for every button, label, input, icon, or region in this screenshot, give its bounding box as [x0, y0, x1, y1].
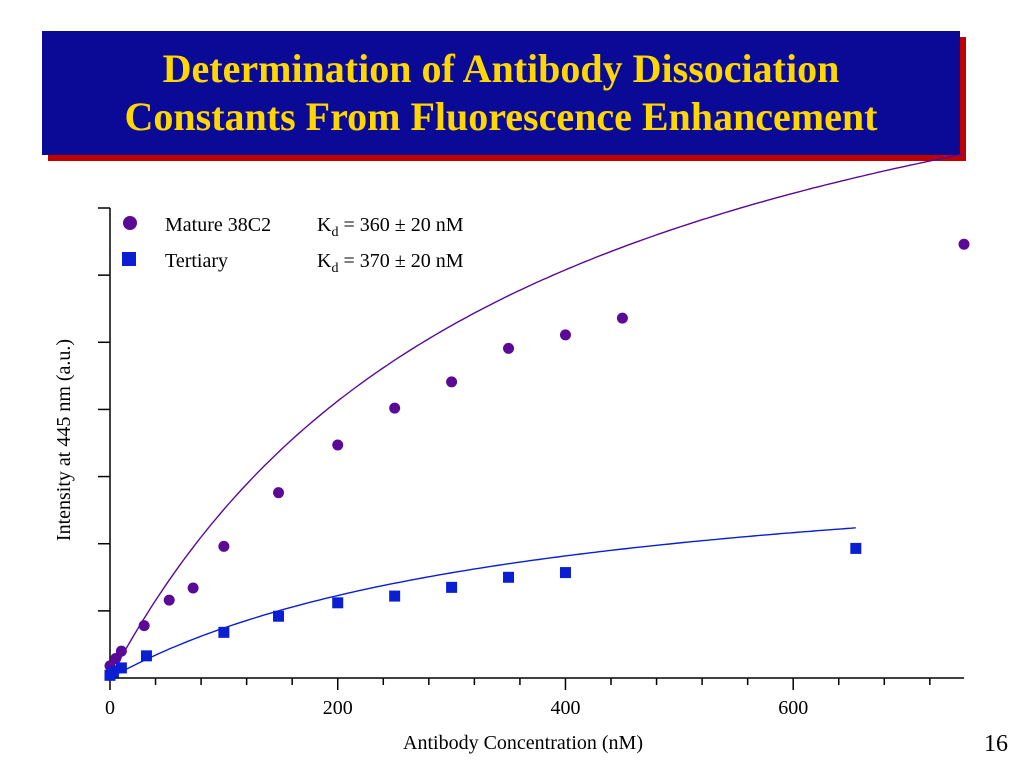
- data-points: [104, 238, 970, 681]
- title-line-1: Determination of Antibody Dissociation: [162, 46, 840, 91]
- legend-marker-2: [122, 252, 136, 266]
- title-banner: Determination of Antibody Dissociation C…: [42, 31, 960, 155]
- data-point-1: [138, 620, 150, 632]
- x-tick-label: 400: [550, 697, 580, 719]
- fit-curve-2: [109, 527, 856, 679]
- data-point-1: [332, 439, 344, 451]
- y-axis-label: Intensity at 445 nm (a.u.): [53, 339, 75, 541]
- x-tick-label: 0: [105, 697, 115, 719]
- x-axis-label: Antibody Concentration (nM): [403, 732, 643, 754]
- title-line-2: Constants From Fluorescence Enhancement: [124, 94, 878, 139]
- fit-curve-1: [109, 153, 965, 679]
- data-point-2: [140, 650, 152, 662]
- page-number: 16: [984, 731, 1008, 757]
- data-point-1: [958, 238, 970, 250]
- data-point-1: [218, 540, 230, 552]
- data-point-1: [616, 312, 628, 324]
- data-point-1: [163, 594, 175, 606]
- data-point-2: [389, 590, 401, 602]
- data-point-1: [503, 342, 515, 354]
- legend-kd-1: Kd = 360 ± 20 nM: [317, 214, 464, 240]
- legend-kd-2: Kd = 370 ± 20 nM: [317, 250, 464, 276]
- data-point-2: [332, 597, 344, 609]
- data-point-2: [107, 666, 119, 678]
- legend-name-1: Mature 38C2: [165, 214, 271, 236]
- data-point-2: [115, 662, 127, 674]
- data-point-1: [273, 487, 285, 499]
- data-point-1: [559, 329, 571, 341]
- data-point-2: [503, 571, 515, 583]
- data-point-1: [446, 376, 458, 388]
- legend-name-2: Tertiary: [165, 250, 228, 272]
- legend: Mature 38C2 Kd = 360 ± 20 nM Tertiary Kd = …: [122, 214, 464, 276]
- axes: 0 200 400 600: [98, 207, 964, 719]
- fit-curves: [109, 153, 965, 679]
- data-point-2: [446, 581, 458, 593]
- data-point-1: [389, 402, 401, 414]
- data-point-2: [273, 610, 285, 622]
- data-point-1: [187, 582, 199, 594]
- data-point-2: [218, 626, 230, 638]
- data-point-2: [850, 542, 862, 554]
- legend-marker-1: [123, 216, 137, 230]
- x-tick-label: 600: [778, 697, 808, 719]
- data-point-1: [115, 645, 127, 657]
- data-point-2: [559, 567, 571, 579]
- x-tick-label: 200: [323, 697, 353, 719]
